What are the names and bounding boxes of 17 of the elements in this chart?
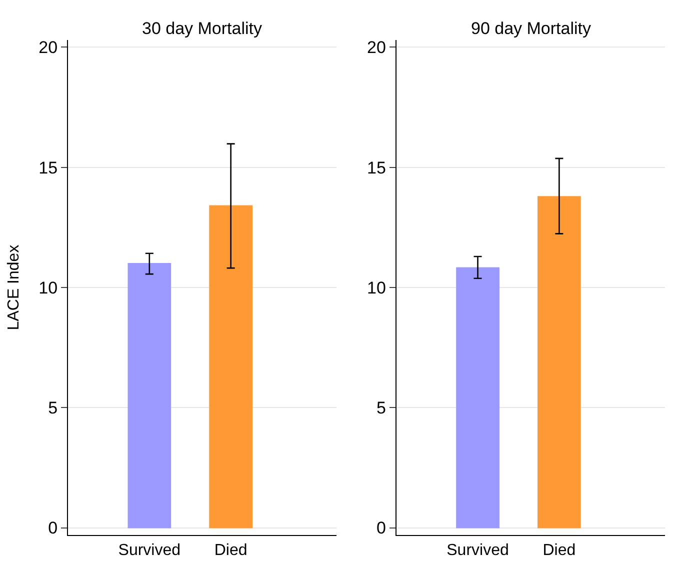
y-tick-label: 5: [48, 398, 58, 418]
y-tick-label: 10: [367, 278, 386, 298]
chart-title: 30 day Mortality: [142, 19, 262, 38]
y-tick-label: 10: [38, 278, 58, 298]
y-tick-label: 0: [376, 518, 386, 538]
x-tick-label: Died: [214, 542, 248, 560]
x-tick-label: Died: [542, 542, 576, 560]
y-tick-label: 20: [367, 38, 386, 58]
chart-title: 90 day Mortality: [471, 19, 592, 38]
x-tick-label: Survived: [118, 542, 181, 560]
y-tick-label: 5: [376, 398, 386, 418]
y-tick-label: 20: [38, 38, 58, 58]
y-tick-label: 15: [38, 158, 58, 178]
y-tick-label: 0: [48, 518, 58, 538]
y-axis-title: LACE Index: [6, 244, 23, 330]
y-tick-label: 15: [367, 158, 386, 178]
x-tick-label: Survived: [446, 542, 509, 560]
